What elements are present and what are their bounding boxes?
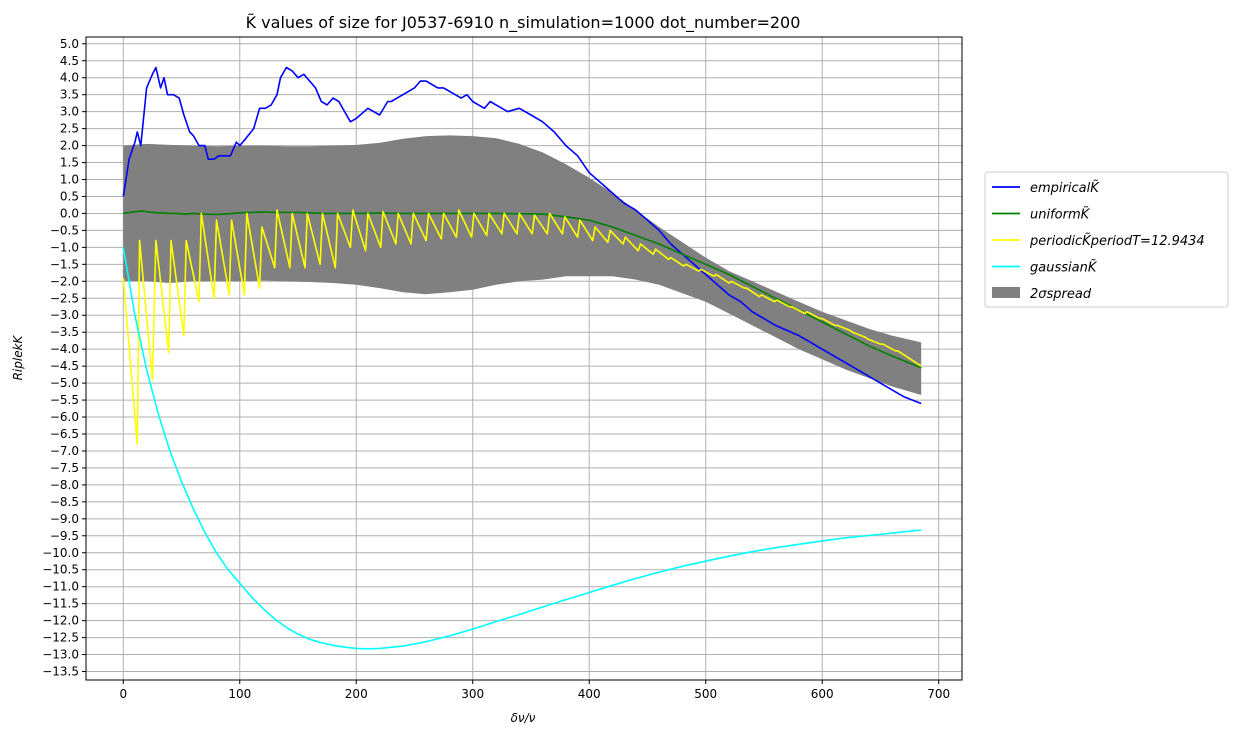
y-tick-label: −4.5 (50, 359, 79, 373)
y-tick-label: −2.0 (50, 274, 79, 288)
y-tick-label: −10.5 (42, 563, 79, 577)
y-tick-label: 5.0 (60, 37, 79, 51)
y-axis-ticks: −13.5 −13.0 −12.5 −12.0 −11.5 −11.0 −10.5 −10.0… (42, 37, 86, 679)
x-tick-label: 100 (228, 687, 251, 701)
y-tick-label: 3.5 (60, 88, 79, 102)
y-tick-label: −3.0 (50, 308, 79, 322)
x-tick-label: 400 (578, 687, 601, 701)
y-tick-label: −5.0 (50, 376, 79, 390)
y-tick-label: −0.5 (50, 223, 79, 237)
y-tick-label: −12.5 (42, 631, 79, 645)
x-tick-label: 0 (119, 687, 127, 701)
y-tick-label: −2.5 (50, 291, 79, 305)
y-tick-label: −8.0 (50, 478, 79, 492)
chart-title: K̃ values of size for J0537-6910 n_simul… (246, 13, 801, 33)
legend-label: gaussianK̃ (1030, 260, 1098, 275)
plot-background (86, 37, 962, 680)
y-tick-label: −11.0 (42, 580, 79, 594)
plot-area: 0 100 200 300 400 500 600 700 −13.5−13.0−12.5−1… (42, 36, 963, 701)
y-tick-label: −7.5 (50, 461, 79, 475)
legend-label: periodicK̃periodT=12.9434 (1029, 234, 1205, 249)
y-tick-label: 2.0 (60, 139, 79, 153)
y-tick-label: 4.5 (60, 54, 79, 68)
y-tick-label: −5.5 (50, 393, 79, 407)
legend-label: empiricalK̃ (1030, 181, 1100, 196)
legend-label: 2σspread (1030, 287, 1092, 302)
x-tick-label: 200 (345, 687, 368, 701)
legend-swatch (992, 287, 1020, 298)
y-tick-label: −10.0 (42, 546, 79, 560)
x-tick-label: 600 (811, 687, 834, 701)
y-tick-label: −12.0 (42, 614, 79, 628)
y-tick-label: 1.5 (60, 156, 79, 170)
y-axis-label: RiplekK (11, 334, 25, 380)
y-tick-label: −9.5 (50, 529, 79, 543)
x-axis-label: δν/ν (511, 711, 536, 725)
plot-frame (85, 36, 963, 681)
legend-label: uniformK̃ (1030, 207, 1091, 222)
y-tick-label: 3.0 (60, 105, 79, 119)
legend: empiricalK̃ uniformK̃ periodicK̃periodT=12… (984, 171, 1229, 308)
spread-band-layer (123, 135, 922, 395)
y-tick-label: −3.5 (50, 325, 79, 339)
y-tick-label: 0.0 (60, 206, 79, 220)
y-tick-label: −9.0 (50, 512, 79, 526)
y-tick-label: −4.0 (50, 342, 79, 356)
legend-items: empiricalK̃ uniformK̃ periodicK̃periodT=12… (992, 181, 1205, 302)
series-layer (122, 66, 922, 650)
y-tick-label: −13.0 (42, 648, 79, 662)
y-tick-label: 0.5 (60, 189, 79, 203)
y-tick-label: −7.0 (50, 444, 79, 458)
y-tick-label: −1.5 (50, 257, 79, 271)
y-tick-label: −11.5 (42, 597, 79, 611)
spread-band (123, 135, 922, 395)
x-tick-label: 300 (461, 687, 484, 701)
y-tick-label: 4.0 (60, 71, 79, 85)
x-tick-label: 700 (927, 687, 950, 701)
y-tick-label: 1.0 (60, 173, 79, 187)
series-line-2 (122, 209, 922, 446)
legend-box (984, 171, 1229, 308)
y-tick-label: −6.5 (50, 427, 79, 441)
y-tick-label: 2.5 (60, 122, 79, 136)
y-tick-label: −6.0 (50, 410, 79, 424)
x-axis-ticks: 0 100 200 300 400 500 600 700 (119, 680, 950, 701)
series-line-0 (122, 66, 922, 405)
y-tick-label: −1.0 (50, 240, 79, 254)
series-line-1 (123, 210, 922, 369)
x-tick-label: 500 (694, 687, 717, 701)
y-tick-label: −13.5 (42, 665, 79, 679)
y-tick-label: −8.5 (50, 495, 79, 509)
series-line-3 (122, 247, 922, 650)
